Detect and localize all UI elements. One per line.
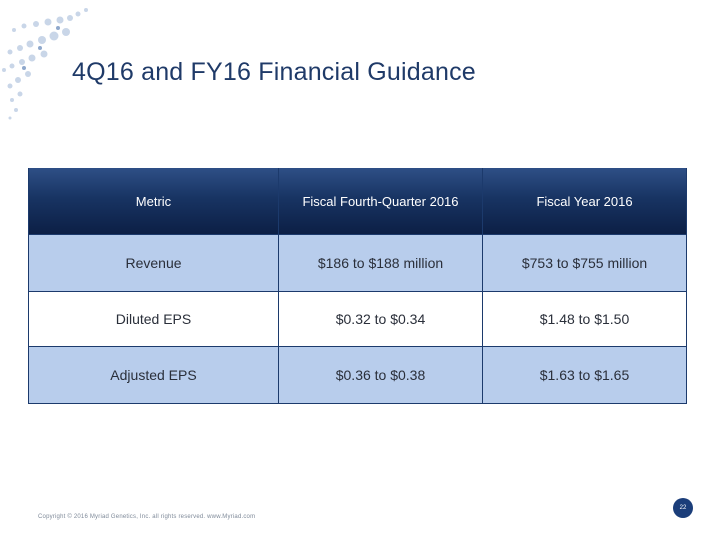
metric-cell: Diluted EPS bbox=[28, 291, 279, 347]
copyright-footer: Copyright © 2016 Myriad Genetics, Inc. a… bbox=[38, 514, 256, 520]
header-fiscal-year: Fiscal Year 2016 bbox=[482, 168, 687, 235]
quarter-value-cell: $0.36 to $0.38 bbox=[278, 346, 483, 404]
quarter-value-cell: $0.32 to $0.34 bbox=[278, 291, 483, 347]
year-value-cell: $1.48 to $1.50 bbox=[482, 291, 687, 347]
slide-title: 4Q16 and FY16 Financial Guidance bbox=[72, 58, 476, 86]
metric-cell: Revenue bbox=[28, 234, 279, 292]
year-value-cell: $753 to $755 million bbox=[482, 234, 687, 292]
metric-cell: Adjusted EPS bbox=[28, 346, 279, 404]
year-value-cell: $1.63 to $1.65 bbox=[482, 346, 687, 404]
table-row: Adjusted EPS $0.36 to $0.38 $1.63 to $1.… bbox=[28, 346, 687, 404]
table-row: Revenue $186 to $188 million $753 to $75… bbox=[28, 234, 687, 292]
decorative-dot-pattern bbox=[2, 8, 88, 120]
header-fiscal-fourth-quarter: Fiscal Fourth-Quarter 2016 bbox=[278, 168, 483, 235]
guidance-table: Metric Fiscal Fourth-Quarter 2016 Fiscal… bbox=[28, 168, 687, 404]
table-row: Diluted EPS $0.32 to $0.34 $1.48 to $1.5… bbox=[28, 291, 687, 347]
quarter-value-cell: $186 to $188 million bbox=[278, 234, 483, 292]
page-number-badge: 22 bbox=[673, 498, 693, 518]
table-header-row: Metric Fiscal Fourth-Quarter 2016 Fiscal… bbox=[28, 168, 687, 235]
header-metric: Metric bbox=[28, 168, 279, 235]
